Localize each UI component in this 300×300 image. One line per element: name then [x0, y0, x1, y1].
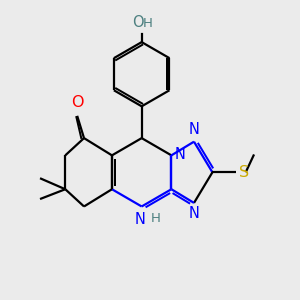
Text: S: S: [238, 165, 249, 180]
Text: H: H: [143, 16, 153, 30]
Text: O: O: [71, 95, 83, 110]
Text: N: N: [135, 212, 146, 226]
Text: N: N: [189, 206, 200, 221]
Text: O: O: [132, 15, 144, 30]
Text: N: N: [175, 147, 186, 162]
Text: H: H: [151, 212, 160, 224]
Text: N: N: [189, 122, 200, 137]
